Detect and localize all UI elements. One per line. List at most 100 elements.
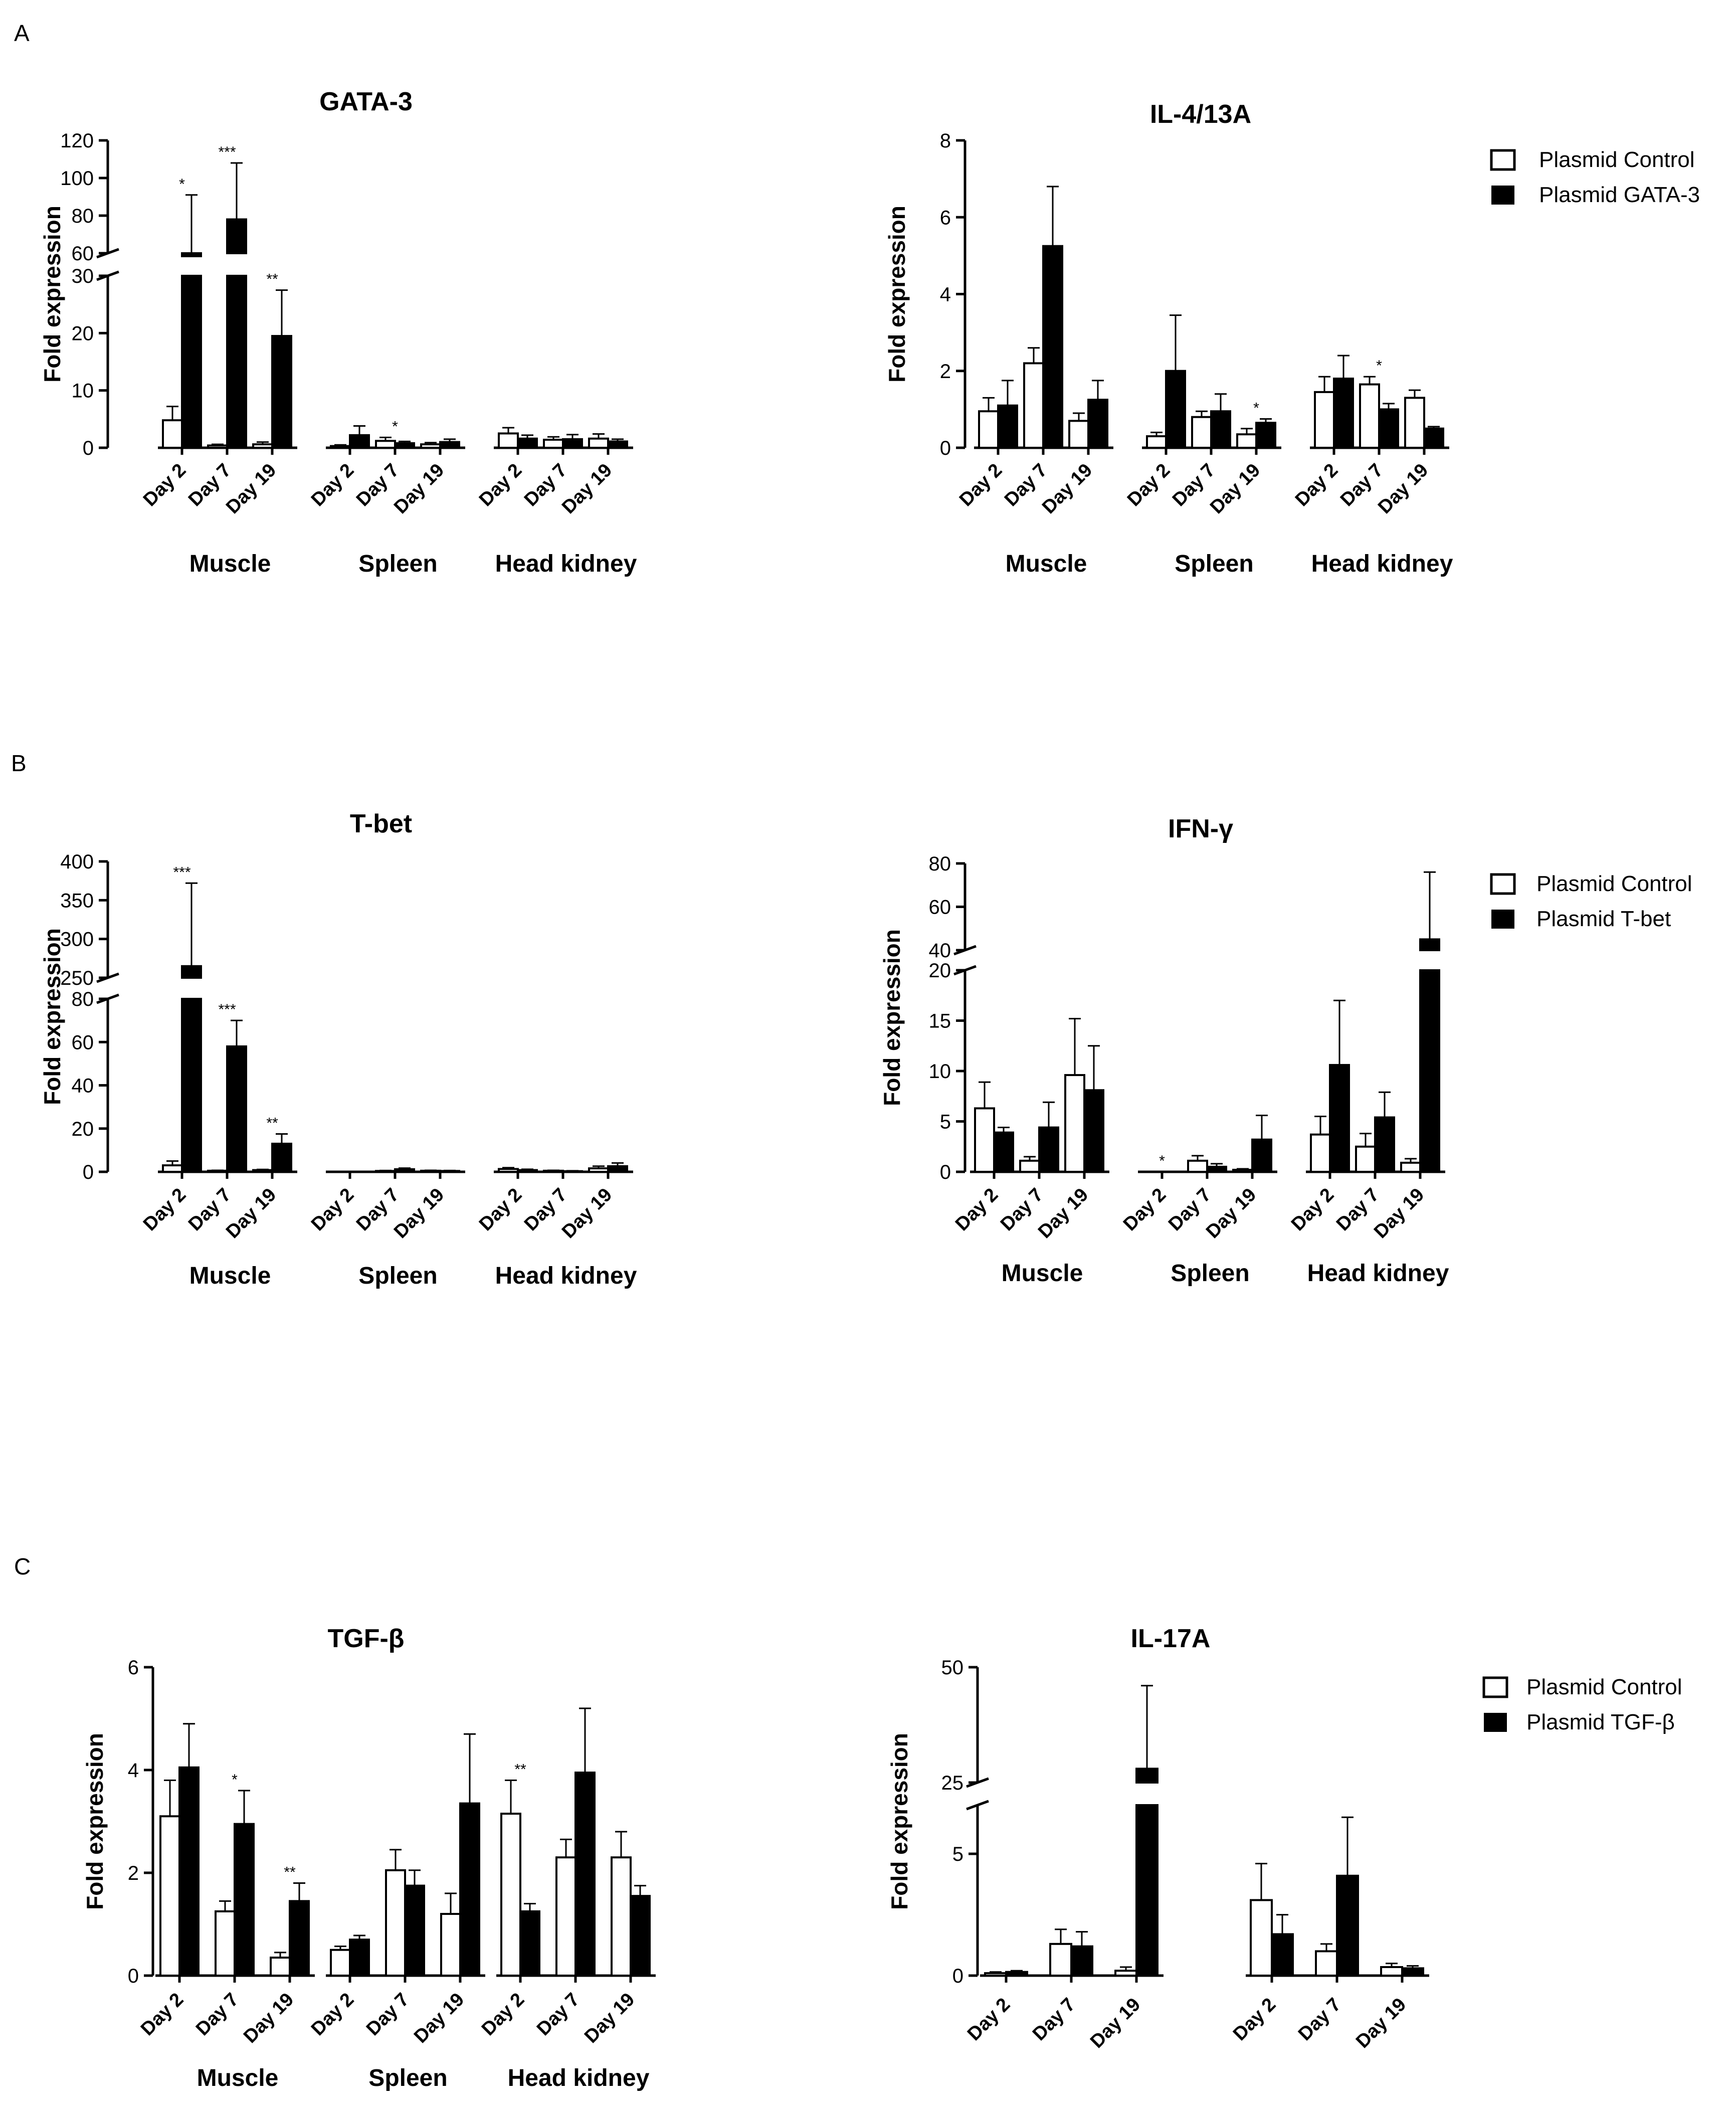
legend-treatment-swatch xyxy=(1491,910,1514,929)
control-bar xyxy=(1232,1168,1253,1173)
control-bar xyxy=(555,1856,576,1977)
treatment-bar xyxy=(271,335,292,449)
significance-marker: * xyxy=(179,176,185,193)
control-bar xyxy=(252,1169,273,1173)
treatment-bar xyxy=(404,1884,425,1977)
control-bar xyxy=(1400,1161,1421,1173)
y-tick-label: 120 xyxy=(60,130,94,152)
x-category-label: Day 7 xyxy=(533,1989,584,2040)
x-category-label: Day 7 xyxy=(1294,1994,1345,2045)
treatment-bar-upper xyxy=(226,218,247,254)
panel-letter-b: B xyxy=(11,750,27,776)
x-category-label: Day 7 xyxy=(192,1989,243,2040)
x-category-label: Day 2 xyxy=(475,460,526,510)
y-tick-label: 60 xyxy=(929,897,951,919)
y-tick-label: 250 xyxy=(60,967,94,989)
control-bar xyxy=(385,1869,406,1977)
treatment-bar xyxy=(1206,1165,1227,1173)
treatment-bar xyxy=(226,275,247,449)
group-label: Head kidney xyxy=(495,551,637,577)
control-bar xyxy=(978,410,999,449)
y-axis-label: Fold expression xyxy=(884,206,910,383)
control-bar xyxy=(611,1856,632,1977)
treatment-bar xyxy=(1378,408,1399,449)
y-tick-label: 5 xyxy=(940,1111,951,1133)
y-tick-label: 40 xyxy=(929,940,951,962)
treatment-bar xyxy=(607,440,628,449)
control-bar xyxy=(500,1813,521,1977)
control-bar xyxy=(498,1168,519,1173)
chart-il4-13a: IL-4/13A Fold expression 0 2 4 6 8 Muscle Day 2 D… xyxy=(884,100,1453,577)
control-bar xyxy=(1146,435,1167,449)
significance-marker: * xyxy=(392,418,398,435)
treatment-bar xyxy=(349,434,370,449)
treatment-bar xyxy=(607,1165,628,1173)
group-label: Head kidney xyxy=(1311,551,1453,577)
axis-break-mark xyxy=(966,1800,989,1811)
legend-treatment-swatch xyxy=(1484,1713,1507,1732)
x-category-label: Day 19 xyxy=(1206,460,1264,518)
control-bar xyxy=(1068,420,1089,449)
y-tick-label: 2 xyxy=(128,1862,139,1884)
treatment-bar xyxy=(181,275,202,449)
legend-a: Plasmid Control Plasmid GATA-3 xyxy=(1490,147,1700,207)
group-label: Head kidney xyxy=(495,1263,637,1289)
group-label: Spleen xyxy=(358,551,437,577)
x-category-label: Day 2 xyxy=(137,1989,187,2040)
y-tick-label: 20 xyxy=(929,960,951,982)
y-tick-label: 20 xyxy=(72,322,94,344)
x-category-label: Day 19 xyxy=(558,460,616,518)
treatment-bar xyxy=(562,438,583,449)
control-bar xyxy=(1114,1970,1137,1977)
legend-control-swatch xyxy=(1490,149,1516,171)
y-tick-label: 100 xyxy=(60,167,94,190)
y-tick-label: 10 xyxy=(929,1061,951,1083)
control-bar xyxy=(420,443,441,449)
treatment-bar-upper xyxy=(1419,938,1440,951)
control-bar xyxy=(215,1910,236,1977)
control-bar xyxy=(270,1957,291,1977)
group-label: Muscle xyxy=(189,1263,271,1289)
significance-marker: *** xyxy=(218,1001,236,1018)
x-category-label: Day 2 xyxy=(963,1994,1014,2045)
y-tick-label: 6 xyxy=(940,207,951,229)
treatment-bar xyxy=(1070,1945,1093,1977)
y-tick-label: 350 xyxy=(60,890,94,912)
control-bar xyxy=(1315,1950,1338,1977)
x-category-label: Day 2 xyxy=(307,460,358,510)
control-bar xyxy=(1191,416,1212,449)
y-tick-label: 8 xyxy=(940,130,951,152)
x-category-label: Day 19 xyxy=(581,1989,639,2047)
y-tick-label: 5 xyxy=(952,1843,963,1865)
treatment-bar xyxy=(1423,427,1444,449)
y-tick-label: 60 xyxy=(72,1031,94,1053)
treatment-bar xyxy=(459,1802,480,1977)
x-category-label: Day 2 xyxy=(955,460,1006,510)
x-category-label: Day 19 xyxy=(1038,460,1096,518)
y-tick-label: 0 xyxy=(83,437,94,459)
control-bar xyxy=(1314,391,1335,449)
group-label: Spleen xyxy=(1171,1260,1249,1287)
x-category-label: Day 19 xyxy=(1202,1184,1260,1243)
significance-marker: * xyxy=(232,1772,238,1788)
y-axis-label: Fold expression xyxy=(886,1733,912,1910)
x-category-label: Day 2 xyxy=(139,1184,190,1235)
control-bar xyxy=(252,443,273,449)
y-tick-label: 10 xyxy=(72,380,94,402)
treatment-bar xyxy=(226,1045,247,1173)
significance-marker: *** xyxy=(173,864,190,880)
control-bar xyxy=(1250,1899,1273,1977)
y-tick-label: 0 xyxy=(128,1965,139,1987)
treatment-bar xyxy=(1135,1804,1159,1977)
y-tick-label: 80 xyxy=(72,205,94,227)
treatment-bar xyxy=(439,441,460,449)
treatment-bar xyxy=(1336,1874,1359,1977)
control-bar xyxy=(162,419,183,449)
treatment-bar xyxy=(181,998,202,1173)
control-bar xyxy=(159,1815,180,1977)
